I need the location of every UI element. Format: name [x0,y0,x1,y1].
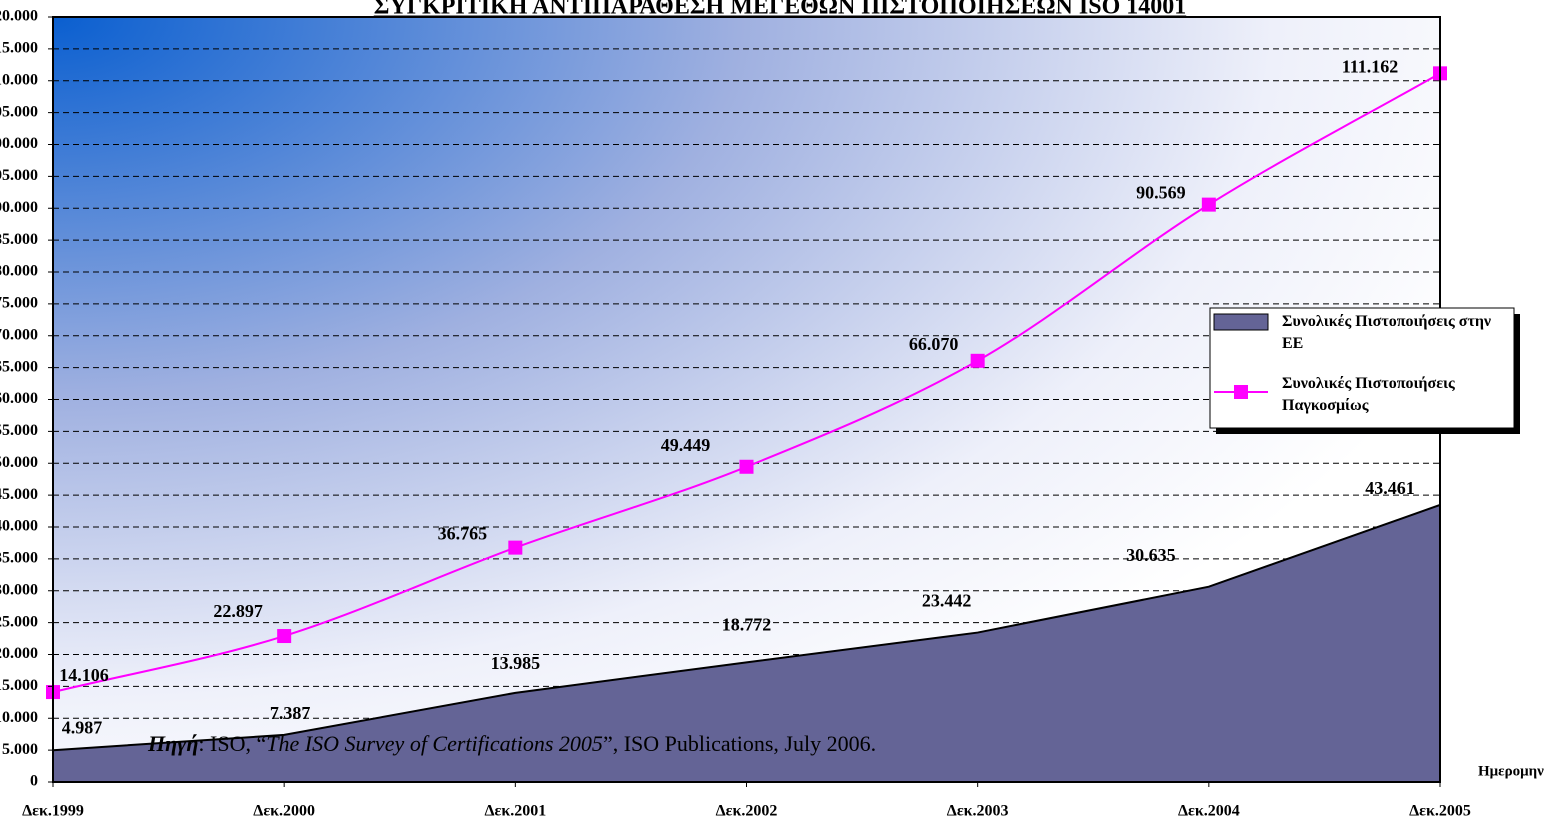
y-tick-label: 55.000 [0,422,38,439]
data-label: 4.987 [62,717,103,737]
y-tick-label: 10.000 [0,709,38,726]
legend-label: Συνολικές Πιστοποιήσεις στην ΕΕ [1282,313,1491,352]
y-tick-label: 90.000 [0,199,38,216]
data-label: 66.070 [909,334,959,354]
marker [1201,197,1216,212]
x-tick-label: Δεκ.1999 [22,803,84,820]
data-label: 14.106 [59,665,109,685]
data-label: 7.387 [270,703,311,723]
data-label: 13.985 [491,653,541,673]
legend-label-line: Παγκοσμίως [1282,397,1369,414]
data-label: 22.897 [213,601,263,621]
y-tick-label: 65.000 [0,358,38,375]
chart-title: ΣΥΓΚΡΙΤΙΚΗ ΑΝΤΙΠΑΡΑΘΕΣΗ ΜΕΓΕΘΩΝ ΠΙΣΤΟΠΟΙ… [374,0,1186,20]
legend-label-line: Συνολικές Πιστοποιήσεις [1282,375,1455,392]
y-tick-label: 80.000 [0,263,38,280]
y-tick-label: 5.000 [2,741,38,758]
legend-label: Συνολικές Πιστοποιήσεις Παγκοσμίως [1282,375,1455,414]
data-label: 90.569 [1136,183,1186,203]
y-tick-label: 50.000 [0,454,38,471]
data-label: 23.442 [922,591,972,611]
y-tick-label: 60.000 [0,390,38,407]
marker [970,353,985,368]
y-tick-label: 15.000 [0,677,38,694]
marker [508,540,523,555]
marker [739,459,754,474]
source-part: ”, ISO Publications, July 2006. [603,731,876,756]
data-label: 18.772 [722,614,772,634]
legend-label-line: Συνολικές Πιστοποιήσεις στην [1282,313,1491,330]
x-tick-label: Δεκ.2003 [947,803,1009,820]
y-tick-label: 0 [30,773,38,790]
data-label: 111.162 [1342,56,1399,76]
y-tick-label: 75.000 [0,295,38,312]
data-label: 43.461 [1365,478,1415,498]
x-tick-label: Δεκ.2002 [716,803,778,820]
y-tick-label: 25.000 [0,613,38,630]
y-tick-label: 115.000 [0,40,38,57]
x-axis-label: Ημερομην [1478,763,1544,779]
data-label: 36.765 [438,524,488,544]
data-label: 49.449 [661,435,711,455]
source-part: Πηγή [147,731,198,756]
y-tick-label: 95.000 [0,167,38,184]
x-tick-label: Δεκ.2004 [1178,803,1240,820]
marker [277,629,292,644]
y-tick-label: 35.000 [0,550,38,567]
y-tick-label: 85.000 [0,231,38,248]
y-tick-label: 40.000 [0,518,38,535]
data-label: 30.635 [1126,545,1176,565]
legend-label-line: ΕΕ [1282,335,1303,352]
source-part: : ISO, “ [198,731,266,756]
y-tick-label: 110.000 [0,71,38,88]
source-part: The ISO Survey of Certifications 2005 [266,731,603,756]
y-tick-label: 105.000 [0,103,38,120]
y-tick-label: 120.000 [0,8,38,25]
y-tick-label: 70.000 [0,326,38,343]
legend-swatch [1213,313,1269,331]
y-tick-label: 20.000 [0,645,38,662]
legend-swatch [1234,385,1248,399]
y-tick-label: 100.000 [0,135,38,152]
x-tick-label: Δεκ.2005 [1409,803,1471,820]
x-tick-label: Δεκ.2001 [484,803,546,820]
y-tick-label: 45.000 [0,486,38,503]
source-note: Πηγή: ISO, “The ISO Survey of Certificat… [147,731,876,756]
x-tick-label: Δεκ.2000 [253,803,315,820]
y-tick-label: 30.000 [0,581,38,598]
